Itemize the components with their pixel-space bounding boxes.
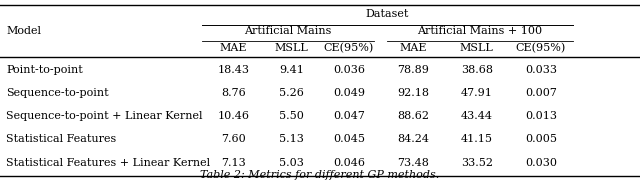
Text: 88.62: 88.62 — [397, 111, 429, 121]
Text: 47.91: 47.91 — [461, 88, 493, 98]
Text: 38.68: 38.68 — [461, 65, 493, 75]
Text: 0.036: 0.036 — [333, 65, 365, 75]
Text: Artificial Mains: Artificial Mains — [244, 26, 332, 36]
Text: Model: Model — [6, 26, 42, 36]
Text: Sequence-to-point: Sequence-to-point — [6, 88, 109, 98]
Text: Sequence-to-point + Linear Kernel: Sequence-to-point + Linear Kernel — [6, 111, 203, 121]
Text: 0.005: 0.005 — [525, 134, 557, 145]
Text: MSLL: MSLL — [460, 43, 493, 53]
Text: 0.030: 0.030 — [525, 158, 557, 168]
Text: 0.045: 0.045 — [333, 134, 365, 145]
Text: 0.013: 0.013 — [525, 111, 557, 121]
Text: 73.48: 73.48 — [397, 158, 429, 168]
Text: MAE: MAE — [399, 43, 426, 53]
Text: 18.43: 18.43 — [218, 65, 250, 75]
Text: 0.033: 0.033 — [525, 65, 557, 75]
Text: 7.60: 7.60 — [221, 134, 246, 145]
Text: 5.13: 5.13 — [279, 134, 303, 145]
Text: 92.18: 92.18 — [397, 88, 429, 98]
Text: 43.44: 43.44 — [461, 111, 493, 121]
Text: Dataset: Dataset — [365, 9, 409, 19]
Text: CE(95%): CE(95%) — [324, 43, 374, 53]
Text: 0.007: 0.007 — [525, 88, 557, 98]
Text: 0.047: 0.047 — [333, 111, 365, 121]
Text: 8.76: 8.76 — [221, 88, 246, 98]
Text: Table 2: Metrics for different GP methods.: Table 2: Metrics for different GP method… — [200, 170, 440, 180]
Text: 9.41: 9.41 — [279, 65, 303, 75]
Text: 84.24: 84.24 — [397, 134, 429, 145]
Text: Statistical Features: Statistical Features — [6, 134, 116, 145]
Text: 7.13: 7.13 — [221, 158, 246, 168]
Text: MSLL: MSLL — [275, 43, 308, 53]
Text: Artificial Mains + 100: Artificial Mains + 100 — [417, 26, 543, 36]
Text: 78.89: 78.89 — [397, 65, 429, 75]
Text: 41.15: 41.15 — [461, 134, 493, 145]
Text: 5.03: 5.03 — [279, 158, 303, 168]
Text: 10.46: 10.46 — [218, 111, 250, 121]
Text: CE(95%): CE(95%) — [516, 43, 566, 53]
Text: Point-to-point: Point-to-point — [6, 65, 83, 75]
Text: 0.046: 0.046 — [333, 158, 365, 168]
Text: Statistical Features + Linear Kernel: Statistical Features + Linear Kernel — [6, 158, 211, 168]
Text: MAE: MAE — [220, 43, 247, 53]
Text: 5.26: 5.26 — [279, 88, 303, 98]
Text: 0.049: 0.049 — [333, 88, 365, 98]
Text: 5.50: 5.50 — [279, 111, 303, 121]
Text: 33.52: 33.52 — [461, 158, 493, 168]
